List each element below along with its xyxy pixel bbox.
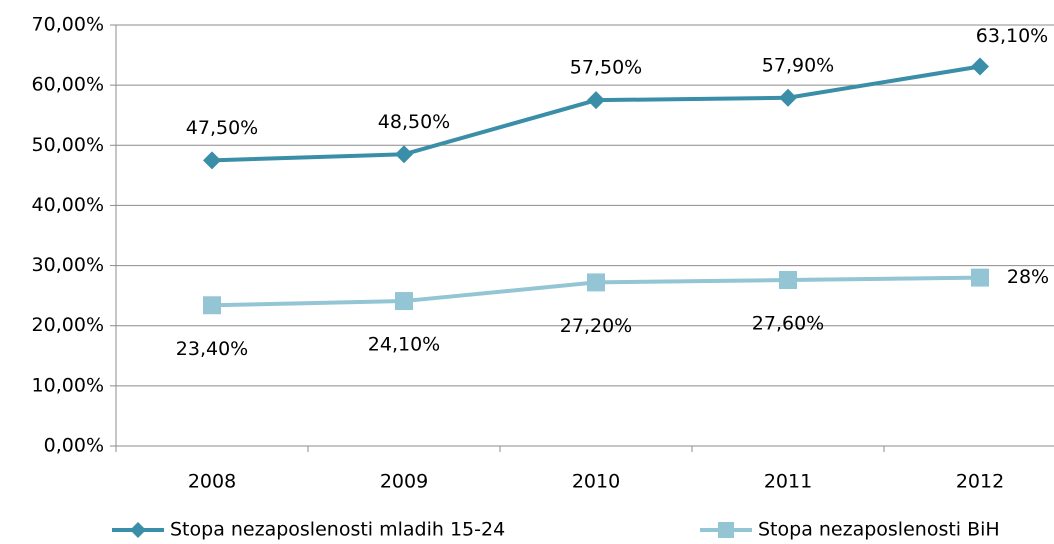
data-point — [971, 57, 989, 76]
data-label: 63,10% — [976, 25, 1048, 47]
x-tick-label: 2008 — [188, 471, 236, 493]
series-line — [211, 64, 981, 163]
data-label: 23,40% — [176, 338, 248, 360]
y-tick-label: 70,00% — [32, 14, 104, 36]
y-tick-label: 30,00% — [32, 254, 104, 276]
y-tick-label: 20,00% — [32, 314, 104, 336]
data-label: 27,20% — [560, 315, 632, 337]
data-label: 57,90% — [762, 54, 834, 76]
legend-marker — [718, 522, 734, 538]
x-tick-label: 2012 — [956, 471, 1004, 493]
data-point — [587, 273, 605, 292]
y-tick-label: 10,00% — [32, 374, 104, 396]
x-tick-label: 2009 — [380, 471, 428, 493]
legend-label: Stopa nezaposlenosti mladih 15-24 — [170, 519, 505, 541]
data-label: 57,50% — [570, 57, 642, 79]
legend-label: Stopa nezaposlenosti BiH — [758, 519, 1000, 541]
data-point — [971, 268, 989, 287]
data-label: 24,10% — [368, 334, 440, 356]
x-tick-label: 2011 — [764, 471, 812, 493]
data-point — [395, 145, 413, 164]
data-point — [779, 271, 797, 290]
data-point — [203, 296, 221, 315]
y-tick-label: 60,00% — [32, 74, 104, 96]
data-point — [395, 292, 413, 311]
legend-marker — [130, 522, 146, 538]
y-tick-label: 40,00% — [32, 194, 104, 216]
data-label: 48,50% — [378, 111, 450, 133]
y-tick-label: 0,00% — [44, 435, 104, 457]
data-label: 27,60% — [752, 313, 824, 335]
data-point — [203, 151, 221, 170]
data-label: 28% — [1007, 266, 1049, 288]
data-label: 47,50% — [186, 117, 258, 139]
data-point — [779, 88, 797, 107]
y-tick-label: 50,00% — [32, 134, 104, 156]
data-point — [587, 91, 605, 110]
x-tick-label: 2010 — [572, 471, 620, 493]
